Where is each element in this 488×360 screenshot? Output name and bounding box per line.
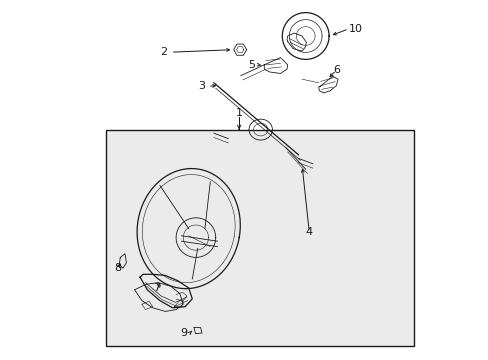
Text: 4: 4 bbox=[305, 227, 312, 237]
Text: 5: 5 bbox=[248, 60, 255, 70]
Text: 2: 2 bbox=[160, 47, 167, 57]
Bar bbox=[106, 130, 413, 346]
Text: 7: 7 bbox=[152, 283, 160, 293]
Text: 3: 3 bbox=[198, 81, 204, 91]
Text: 1: 1 bbox=[235, 108, 242, 118]
Text: 10: 10 bbox=[348, 24, 362, 34]
Text: 6: 6 bbox=[332, 65, 339, 75]
Text: 8: 8 bbox=[114, 263, 121, 273]
Text: 9: 9 bbox=[180, 328, 186, 338]
